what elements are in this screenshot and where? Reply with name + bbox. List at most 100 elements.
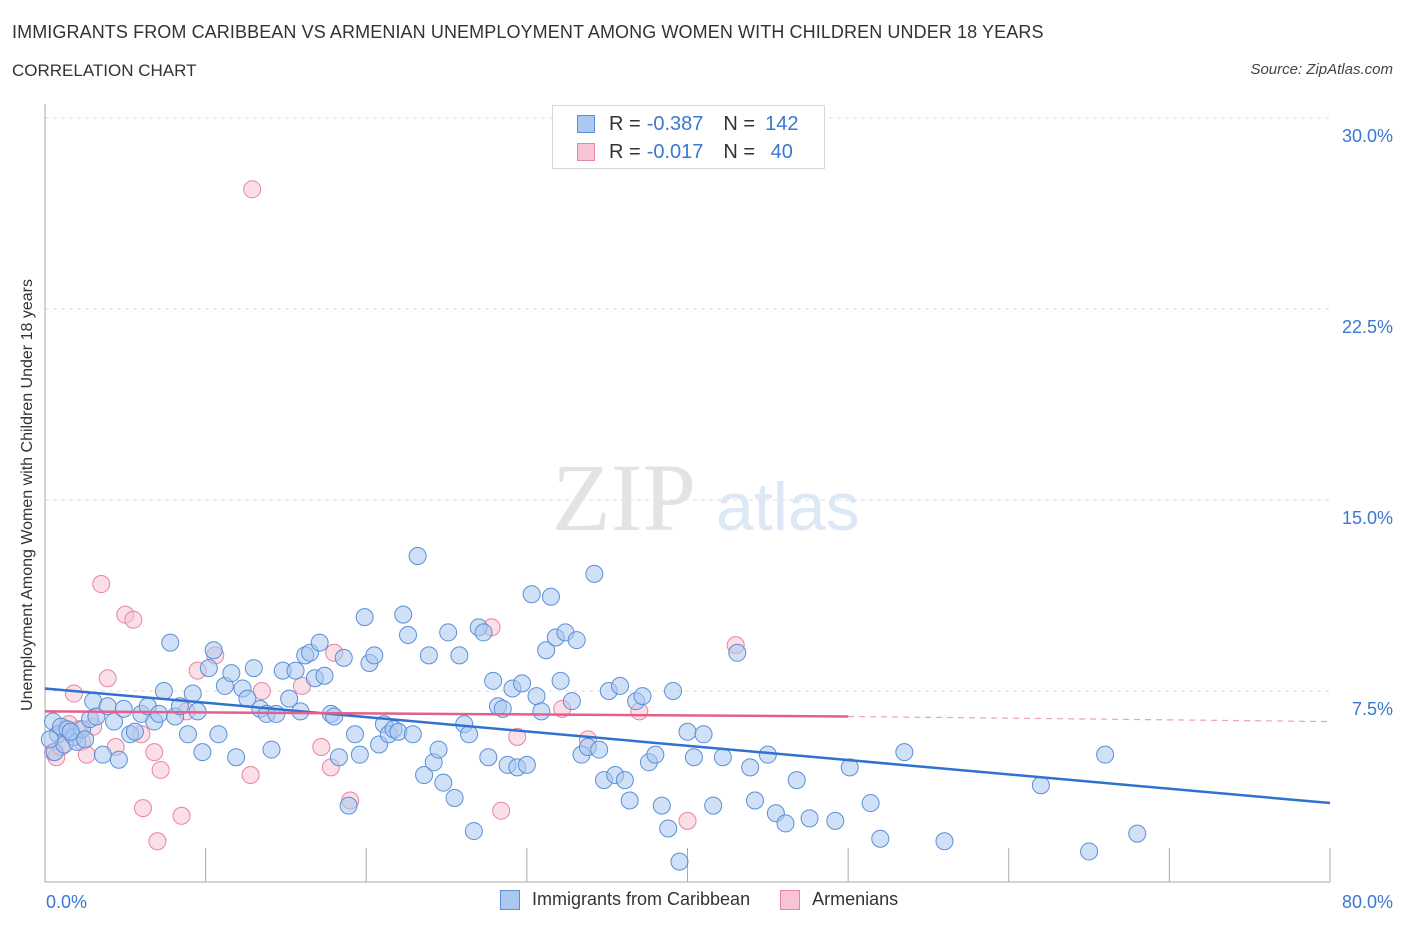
caribbean-point: [713, 748, 732, 767]
trend-lines: [44, 687, 1331, 805]
caribbean-point: [537, 641, 556, 660]
caribbean-point: [227, 748, 246, 767]
caribbean-point: [562, 692, 581, 711]
armenians-point: [492, 801, 511, 820]
caribbean-point: [517, 755, 536, 774]
caribbean-point: [350, 745, 369, 764]
caribbean-point: [403, 725, 422, 744]
watermark-zip: ZIP: [552, 444, 696, 551]
caribbean-point: [620, 791, 639, 810]
caribbean-point: [286, 661, 305, 680]
armenians-point: [133, 799, 152, 818]
caribbean-point: [125, 722, 144, 741]
legend-swatch-pink: [780, 889, 801, 910]
caribbean-point: [776, 814, 795, 833]
armenians-point: [151, 760, 170, 779]
caribbean-point: [178, 725, 197, 744]
armenians-point: [243, 180, 262, 199]
legend-label-armenians: Armenians: [812, 889, 899, 909]
grid-lines: [45, 117, 1330, 692]
caribbean-point: [541, 587, 560, 606]
caribbean-point: [93, 745, 112, 764]
caribbean-point: [408, 547, 427, 566]
caribbean-point: [787, 771, 806, 790]
caribbean-point: [728, 643, 747, 662]
y-tick-label: 15.0%: [1342, 508, 1393, 528]
caribbean-point: [154, 682, 173, 700]
caribbean-point: [678, 722, 697, 741]
x-tick-label: 0.0%: [46, 892, 87, 912]
caribbean-points: [40, 547, 1147, 871]
caribbean-point: [633, 687, 652, 706]
caribbean-point: [445, 788, 464, 807]
caribbean-point: [315, 666, 334, 685]
caribbean-point: [590, 740, 609, 759]
caribbean-point: [895, 743, 914, 762]
legend-r-value: -0.017: [646, 140, 704, 163]
legend-row-caribbean: R = -0.387 N = 142: [577, 112, 798, 136]
caribbean-point: [1031, 776, 1050, 795]
x-tick-label: 80.0%: [1342, 892, 1393, 912]
armenians-point: [145, 743, 164, 762]
legend-n-value: 142: [765, 112, 799, 135]
caribbean-point: [183, 684, 202, 703]
series-legend: Immigrants from Caribbean Armenians: [500, 889, 928, 910]
caribbean-point: [684, 748, 703, 767]
caribbean-point: [61, 722, 80, 741]
legend-n-label: N =: [723, 112, 756, 135]
y-tick-label: 7.5%: [1352, 699, 1393, 719]
caribbean-point: [567, 631, 586, 650]
caribbean-point: [745, 791, 764, 810]
armenians-point: [92, 575, 111, 594]
armenians-trend-line: [44, 710, 849, 718]
armenians-point: [64, 684, 83, 703]
caribbean-point: [415, 766, 434, 785]
caribbean-point: [1096, 745, 1115, 764]
caribbean-point: [419, 646, 438, 665]
caribbean-point: [464, 822, 483, 841]
caribbean-point: [429, 740, 448, 759]
caribbean-point: [585, 564, 604, 583]
caribbean-point: [484, 671, 503, 690]
legend-item-armenians: Armenians: [780, 889, 898, 910]
chart-subtitle: CORRELATION CHART: [12, 61, 197, 80]
caribbean-point: [334, 648, 353, 667]
armenians-point: [312, 738, 331, 757]
legend-item-caribbean: Immigrants from Caribbean: [500, 889, 750, 910]
caribbean-point: [244, 659, 263, 678]
caribbean-point: [611, 676, 630, 695]
caribbean-point: [826, 811, 845, 830]
armenians-point: [508, 727, 527, 746]
caribbean-point: [434, 773, 453, 792]
caribbean-point: [659, 819, 678, 838]
legend-n-value: 40: [765, 140, 793, 163]
caribbean-trend-line: [44, 687, 1331, 805]
legend-swatch-blue: [577, 115, 595, 133]
armenians-point: [124, 610, 143, 629]
caribbean-point: [935, 832, 954, 851]
caribbean-point: [861, 794, 880, 813]
armenians-point: [678, 811, 697, 830]
armenians-points: [44, 180, 745, 851]
caribbean-point: [76, 730, 95, 749]
caribbean-point: [150, 704, 169, 723]
legend-label-caribbean: Immigrants from Caribbean: [532, 889, 751, 909]
armenians-point: [172, 806, 191, 825]
caribbean-point: [355, 608, 374, 627]
axes: [44, 104, 1331, 883]
armenians-point: [241, 766, 260, 785]
caribbean-point: [262, 740, 281, 759]
armenians-point: [252, 682, 271, 700]
caribbean-point: [199, 659, 218, 678]
caribbean-point: [1128, 824, 1147, 843]
caribbean-point: [704, 796, 723, 815]
caribbean-point: [193, 743, 212, 762]
watermark: ZIP atlas: [552, 444, 860, 551]
caribbean-point: [209, 725, 228, 744]
caribbean-point: [460, 725, 479, 744]
legend-r-label: R =: [609, 140, 641, 163]
caribbean-point: [615, 771, 634, 790]
caribbean-point: [339, 796, 358, 815]
legend-row-armenians: R = -0.017 N = 40: [577, 140, 793, 164]
